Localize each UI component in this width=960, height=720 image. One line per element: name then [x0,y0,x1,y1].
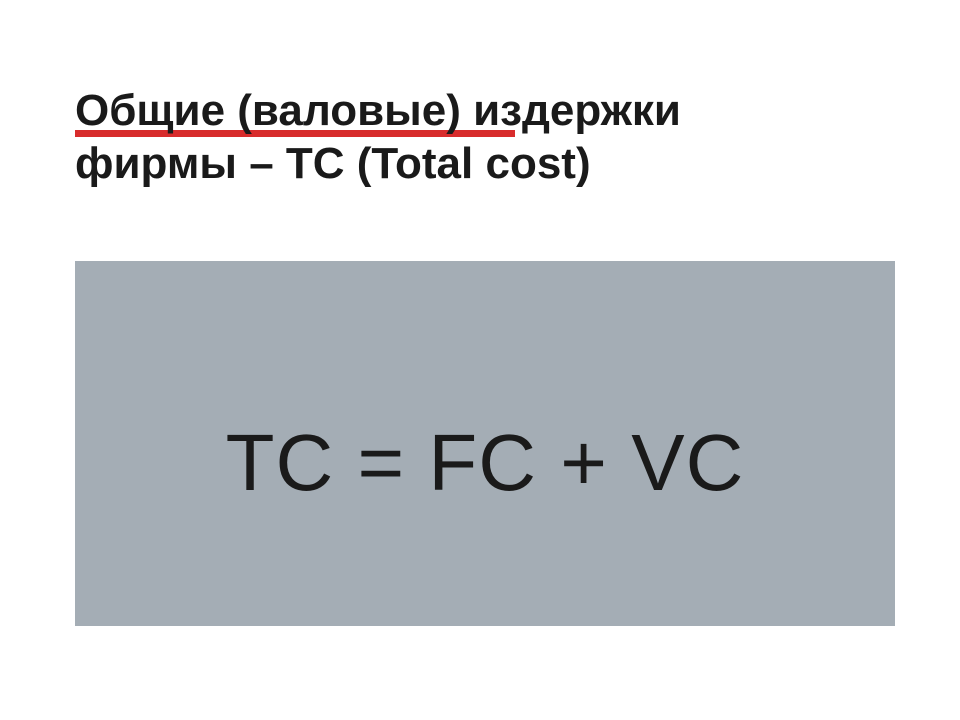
title-line-2: фирмы – TC (Total cost) [75,139,591,188]
title-block: Общие (валовые) издержки фирмы – TC (Tot… [75,85,900,191]
formula-text: TC = FC + VC [226,417,745,509]
title-line-1: Общие (валовые) издержки [75,86,681,135]
slide-container: Общие (валовые) издержки фирмы – TC (Tot… [0,0,960,720]
slide-title: Общие (валовые) издержки фирмы – TC (Tot… [75,85,900,191]
content-box: TC = FC + VC [75,261,895,626]
